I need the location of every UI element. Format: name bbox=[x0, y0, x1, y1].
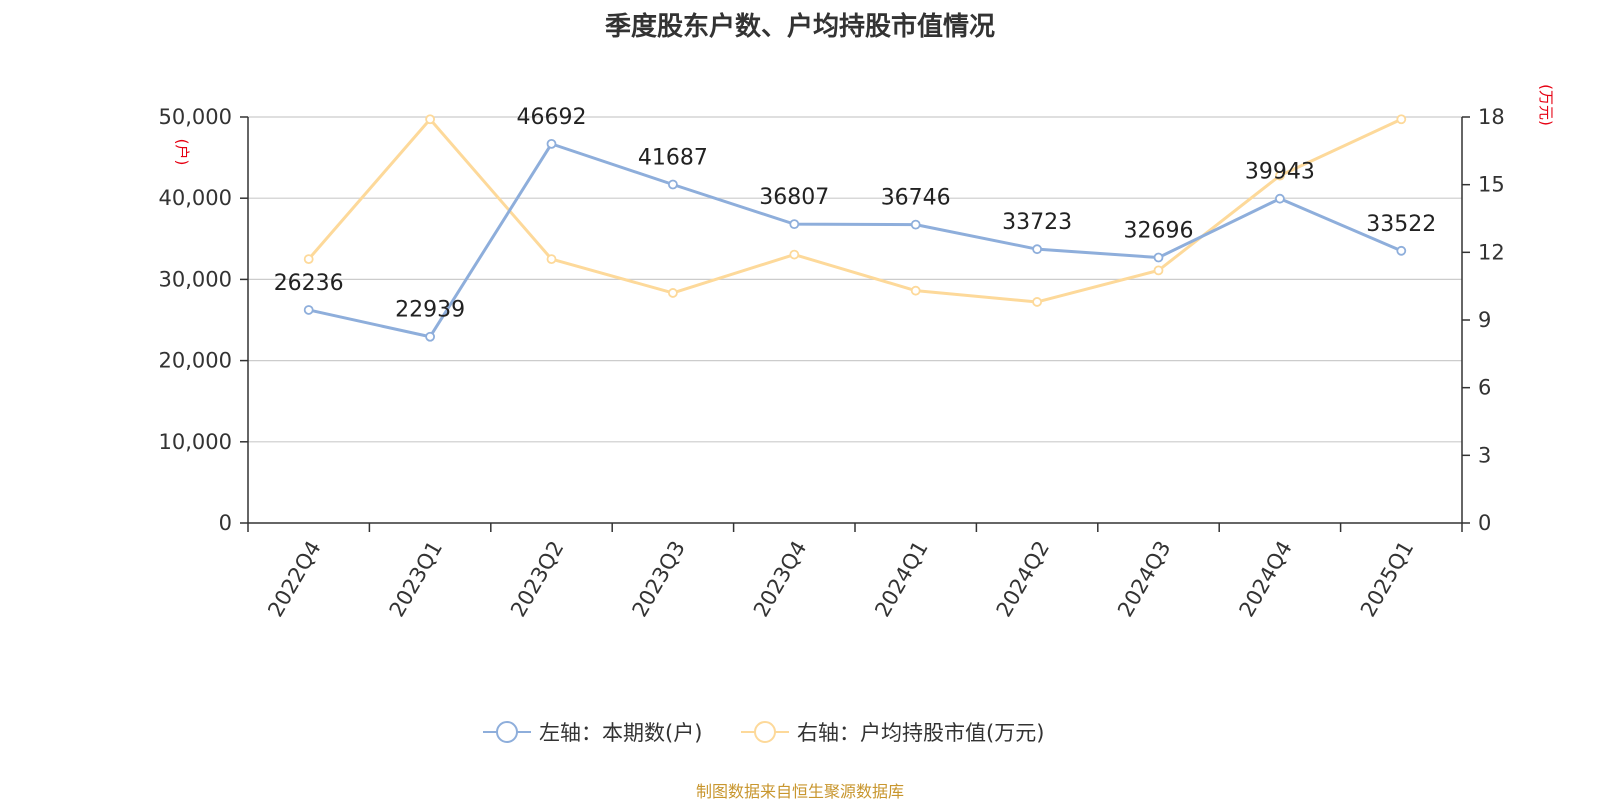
x-axis-category-label: 2024Q4 bbox=[1235, 537, 1297, 621]
gridlines bbox=[248, 116, 1462, 443]
data-point-right bbox=[668, 288, 678, 298]
data-point-left bbox=[1032, 244, 1042, 255]
left-axis-tick-label: 40,000 bbox=[159, 186, 232, 210]
data-point-right bbox=[546, 254, 557, 265]
data-label: 33522 bbox=[1366, 212, 1436, 237]
x-axis-category-label: 2024Q2 bbox=[992, 537, 1054, 621]
series bbox=[303, 114, 1407, 342]
data-label: 39943 bbox=[1245, 160, 1315, 185]
data-point-left bbox=[1275, 193, 1285, 204]
left-axis-unit: (户) bbox=[173, 139, 191, 166]
data-label: 32696 bbox=[1124, 219, 1194, 244]
x-axis-category-label: 2023Q1 bbox=[385, 537, 447, 621]
x-axis-category-label: 2025Q1 bbox=[1356, 537, 1418, 621]
right-axis-tick-label: 15 bbox=[1478, 173, 1505, 197]
x-axis-category-label: 2024Q3 bbox=[1113, 537, 1175, 621]
x-axis-category-label: 2023Q4 bbox=[749, 537, 811, 621]
data-label: 46692 bbox=[517, 105, 587, 130]
data-labels: 26236 22939 46692 41687 36807 36746 33723 32696… bbox=[274, 105, 1437, 323]
data-point-left bbox=[303, 305, 314, 315]
left-axis-tick-label: 30,000 bbox=[159, 267, 232, 291]
data-label: 22939 bbox=[395, 298, 465, 323]
data-point-left bbox=[546, 138, 557, 149]
data-point-right bbox=[1396, 114, 1407, 125]
data-point-right bbox=[425, 114, 436, 125]
data-point-right bbox=[303, 254, 314, 265]
left-axis-tick-label: 10,000 bbox=[159, 430, 232, 454]
data-label: 36807 bbox=[759, 185, 829, 210]
data-point-left bbox=[910, 219, 921, 230]
right-axis-tick-label: 12 bbox=[1478, 240, 1505, 264]
data-label: 36746 bbox=[881, 186, 951, 211]
data-point-left bbox=[668, 179, 678, 190]
data-point-right bbox=[789, 249, 800, 260]
axes: 0 10,000 20,000 30,000 40,000 50,000 0 3 6 9 12 15 1… bbox=[159, 84, 1555, 621]
data-label: 33723 bbox=[1002, 210, 1072, 235]
data-point-right bbox=[1153, 265, 1164, 276]
right-axis-tick-label: 6 bbox=[1478, 376, 1491, 400]
left-axis-tick-label: 50,000 bbox=[159, 105, 232, 129]
data-point-left bbox=[1396, 245, 1407, 256]
data-label: 26236 bbox=[274, 271, 344, 296]
right-axis-tick-label: 3 bbox=[1478, 443, 1491, 467]
right-axis-tick-label: 0 bbox=[1478, 511, 1491, 535]
series-line-right bbox=[307, 117, 1402, 304]
data-label: 41687 bbox=[638, 146, 708, 171]
data-point-right bbox=[1032, 297, 1042, 307]
data-point-right bbox=[1275, 170, 1285, 181]
right-axis-tick-label: 18 bbox=[1478, 105, 1505, 129]
legend-swatch-marker bbox=[496, 721, 518, 743]
right-axis-tick-label: 9 bbox=[1478, 308, 1491, 332]
data-point-left bbox=[425, 331, 436, 342]
source-note: 制图数据来自恒生聚源数据库 bbox=[695, 782, 904, 801]
data-point-left bbox=[1153, 252, 1164, 263]
right-axis-unit: (万元) bbox=[1537, 84, 1555, 126]
x-axis-category-label: 2023Q3 bbox=[628, 537, 690, 621]
data-point-right bbox=[910, 285, 921, 296]
x-axis-category-label: 2023Q2 bbox=[506, 537, 568, 621]
legend-swatch-marker bbox=[754, 721, 776, 743]
left-axis-tick-label: 20,000 bbox=[159, 349, 232, 373]
left-axis-tick-label: 0 bbox=[219, 511, 232, 535]
data-point-left bbox=[789, 219, 800, 230]
legend[interactable]: 左轴：本期数(户) 右轴：户均持股市值(万元) bbox=[483, 721, 1044, 745]
legend-label: 右轴：户均持股市值(万元) bbox=[797, 721, 1044, 745]
x-axis-category-label: 2024Q1 bbox=[870, 537, 932, 621]
legend-label: 左轴：本期数(户) bbox=[539, 721, 702, 745]
series-line-left bbox=[308, 142, 1402, 339]
x-axis-category-label: 2022Q4 bbox=[263, 537, 325, 621]
chart-title: 季度股东户数、户均持股市值情况 bbox=[604, 12, 995, 42]
